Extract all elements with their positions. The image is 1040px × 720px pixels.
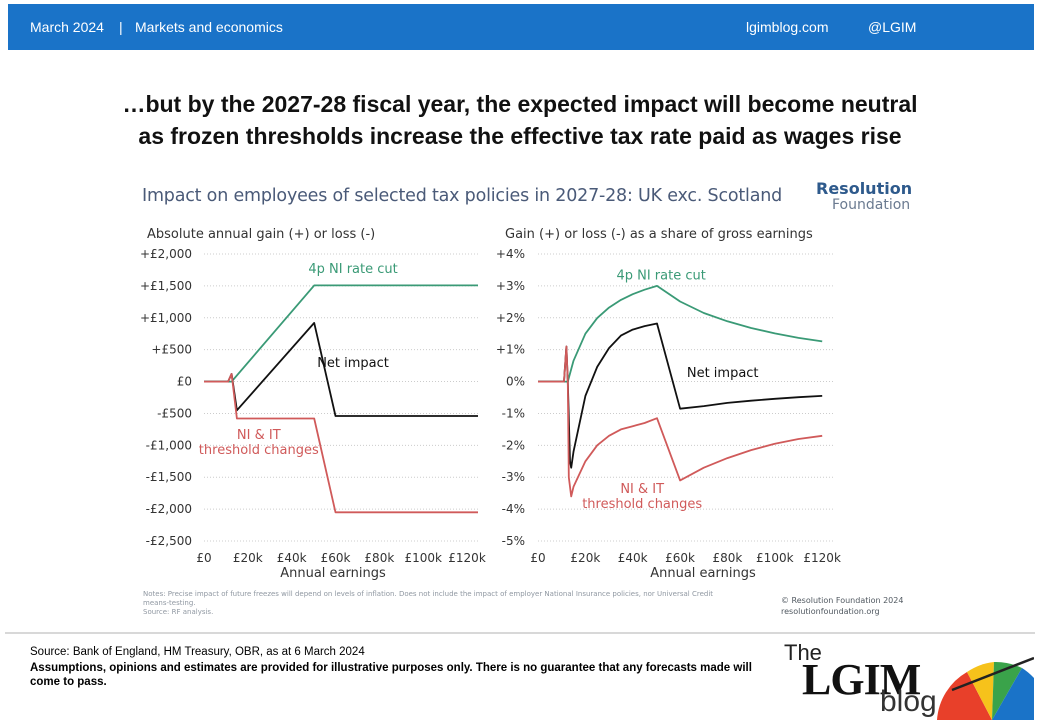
y-tick-label: -£2,000 xyxy=(146,502,192,516)
umbrella-icon xyxy=(937,656,1034,720)
footer-source: Source: Bank of England, HM Treasury, OB… xyxy=(30,646,365,658)
y-tick-label: -£2,500 xyxy=(146,534,192,548)
x-tick-label: £60k xyxy=(321,551,351,565)
header-handle-link[interactable]: @LGIM xyxy=(868,19,917,35)
slide-title: …but by the 2027-28 fiscal year, the exp… xyxy=(40,88,1000,152)
y-tick-label: -2% xyxy=(502,438,525,452)
logo-name: LGIM xyxy=(802,655,921,704)
brand-line-1: Resolution xyxy=(816,179,913,198)
header-category[interactable]: Markets and economics xyxy=(135,19,283,35)
series-label: 4p NI rate cut xyxy=(616,269,705,284)
y-tick-label: -4% xyxy=(502,502,525,516)
x-tick-label: £0 xyxy=(196,551,211,565)
chart-title: Impact on employees of selected tax poli… xyxy=(142,186,783,206)
footer-assumptions: Assumptions, opinions and estimates are … xyxy=(30,662,752,688)
series-line xyxy=(204,373,478,514)
lgim-blog-logo[interactable]: The LGIM blog xyxy=(784,640,1034,720)
x-tick-label: £20k xyxy=(233,551,263,565)
resolution-foundation-logo: Resolution Foundation xyxy=(816,179,913,214)
series-line xyxy=(538,345,823,498)
copyright: © Resolution Foundation 2024 resolutionf… xyxy=(781,595,903,617)
y-tick-label: +£1,500 xyxy=(140,279,192,293)
y-tick-label: +4% xyxy=(496,247,525,261)
y-tick-label: +2% xyxy=(496,311,525,325)
y-tick-label: £0 xyxy=(177,375,192,389)
series-label: 4p NI rate cut xyxy=(308,262,397,277)
logo-blog: blog xyxy=(880,685,937,718)
series-label: NI & IT xyxy=(237,428,281,443)
slide-title-line-2: as frozen thresholds increase the effect… xyxy=(138,123,902,149)
y-tick-label: +£500 xyxy=(151,343,192,357)
notes-line-2: means-testing. xyxy=(143,599,196,607)
header-bar: March 2024 | Markets and economics lgimb… xyxy=(8,4,1034,50)
chart-notes: Notes: Precise impact of future freezes … xyxy=(143,590,783,617)
series-label: threshold changes xyxy=(199,443,319,458)
header-date: March 2024 xyxy=(30,19,104,35)
x-tick-label: £40k xyxy=(618,551,648,565)
x-tick-label: £100k xyxy=(756,551,794,565)
panel-title: Absolute annual gain (+) or loss (-) xyxy=(147,227,375,242)
y-tick-label: -1% xyxy=(502,406,525,420)
panel-title: Gain (+) or loss (-) as a share of gross… xyxy=(505,227,813,242)
series-label: Net impact xyxy=(317,356,389,371)
logo-the: The xyxy=(784,640,822,665)
copyright-line-2: resolutionfoundation.org xyxy=(781,607,880,616)
x-tick-label: £120k xyxy=(803,551,841,565)
header-site-link[interactable]: lgimblog.com xyxy=(746,19,829,35)
y-tick-label: -£1,500 xyxy=(146,470,192,484)
header-separator: | xyxy=(119,19,123,35)
y-tick-label: -£1,000 xyxy=(146,438,192,452)
y-tick-label: 0% xyxy=(506,375,525,389)
x-tick-label: £80k xyxy=(713,551,743,565)
x-axis-label: Annual earnings xyxy=(650,566,756,581)
notes-line-3: Source: RF analysis. xyxy=(143,608,214,616)
x-tick-label: £40k xyxy=(277,551,307,565)
x-tick-label: £20k xyxy=(570,551,600,565)
y-tick-label: -5% xyxy=(502,534,525,548)
x-tick-label: £80k xyxy=(364,551,394,565)
x-tick-label: £0 xyxy=(530,551,545,565)
series-line xyxy=(538,285,823,383)
y-tick-label: -3% xyxy=(502,470,525,484)
y-tick-label: +3% xyxy=(496,279,525,293)
x-tick-label: £60k xyxy=(665,551,695,565)
notes-line-1: Notes: Precise impact of future freezes … xyxy=(143,590,714,598)
brand-line-2: Foundation xyxy=(832,197,911,213)
series-label: threshold changes xyxy=(582,497,702,512)
y-tick-label: +£1,000 xyxy=(140,311,192,325)
x-axis-label: Annual earnings xyxy=(280,566,386,581)
series-label: NI & IT xyxy=(620,482,664,497)
slide-title-line-1: …but by the 2027-28 fiscal year, the exp… xyxy=(122,91,918,117)
y-tick-label: -£500 xyxy=(157,406,192,420)
series-label: Net impact xyxy=(687,366,759,381)
footer-divider xyxy=(5,632,1035,634)
x-tick-label: £120k xyxy=(448,551,486,565)
y-tick-label: +£2,000 xyxy=(140,247,192,261)
copyright-line-1: © Resolution Foundation 2024 xyxy=(781,596,904,605)
x-tick-label: £100k xyxy=(404,551,442,565)
y-tick-label: +1% xyxy=(496,343,525,357)
